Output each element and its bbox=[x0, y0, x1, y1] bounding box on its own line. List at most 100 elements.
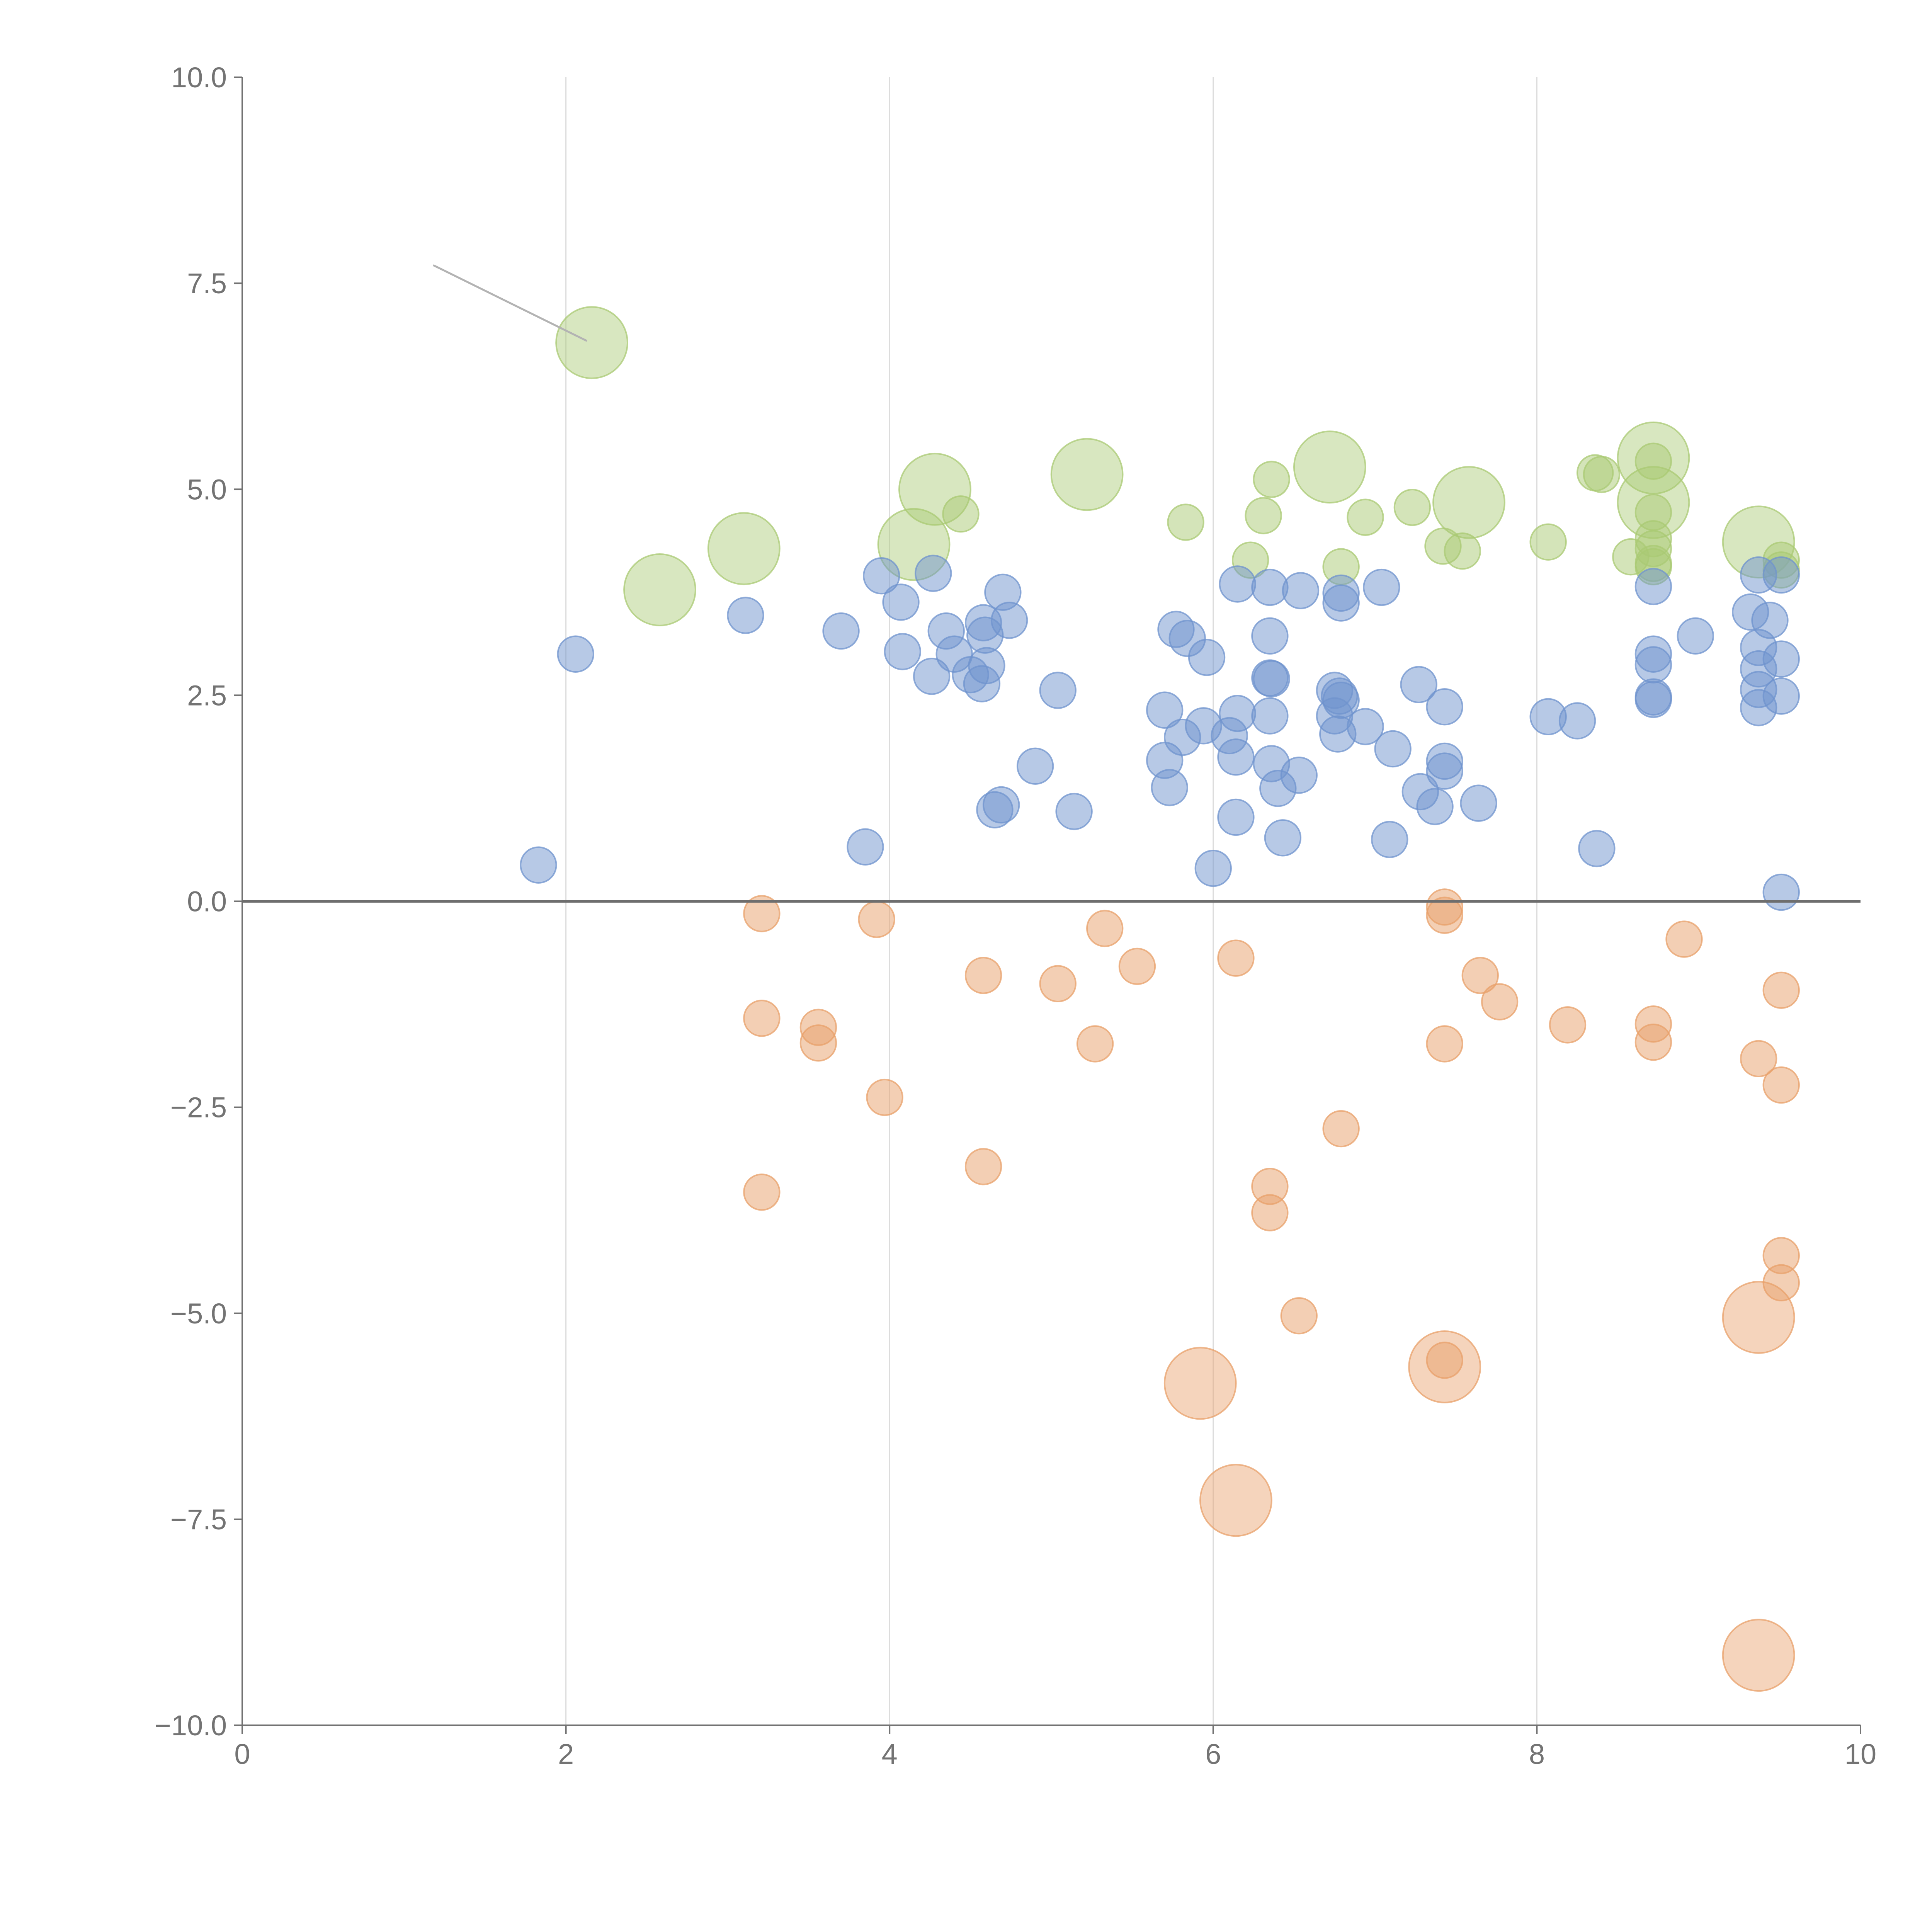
data-point-blue bbox=[822, 612, 860, 650]
data-point-blue bbox=[1217, 798, 1255, 836]
data-point-orange bbox=[1722, 1619, 1795, 1692]
data-point-blue bbox=[1264, 819, 1302, 857]
y-tick-label: 0.0 bbox=[187, 886, 227, 918]
data-point-orange bbox=[1280, 1297, 1318, 1335]
x-tick-label: 8 bbox=[1529, 1738, 1545, 1770]
data-point-blue bbox=[727, 597, 764, 634]
y-tick-label: −2.5 bbox=[170, 1092, 227, 1124]
data-point-blue bbox=[1762, 873, 1800, 911]
data-point-orange bbox=[1086, 910, 1124, 947]
data-point-orange bbox=[1481, 983, 1519, 1020]
data-point-green bbox=[707, 512, 781, 585]
y-tick-label: 5.0 bbox=[187, 473, 227, 505]
data-point-orange bbox=[743, 895, 781, 932]
data-point-orange bbox=[964, 1148, 1002, 1185]
data-point-green bbox=[1432, 466, 1505, 539]
data-point-blue bbox=[968, 647, 1005, 684]
y-tick-label: 10.0 bbox=[171, 61, 227, 94]
data-point-green bbox=[1393, 488, 1431, 526]
y-tick-label: −7.5 bbox=[170, 1503, 227, 1536]
data-point-orange bbox=[1217, 939, 1255, 977]
data-point-blue bbox=[982, 786, 1020, 824]
data-point-green bbox=[1253, 461, 1290, 498]
data-point-blue bbox=[1677, 617, 1714, 655]
x-tick-label: 2 bbox=[558, 1738, 574, 1770]
data-point-blue bbox=[884, 633, 921, 670]
data-point-blue bbox=[1363, 568, 1400, 606]
data-point-orange bbox=[1076, 1025, 1114, 1063]
data-point-blue bbox=[1762, 677, 1800, 715]
data-point-blue bbox=[1578, 830, 1616, 867]
data-point-blue bbox=[1371, 821, 1408, 858]
data-point-blue bbox=[1194, 850, 1232, 887]
data-point-orange bbox=[1461, 957, 1499, 994]
data-point-orange bbox=[1549, 1006, 1587, 1044]
annotation-leader-line bbox=[433, 264, 588, 342]
data-point-blue bbox=[1251, 697, 1289, 735]
data-point-blue bbox=[1374, 730, 1412, 768]
data-point-green bbox=[1529, 523, 1567, 561]
data-point-blue bbox=[1151, 769, 1188, 806]
data-point-orange bbox=[1199, 1464, 1272, 1537]
data-point-blue bbox=[1762, 556, 1800, 594]
data-point-orange bbox=[1039, 965, 1077, 1002]
axes: 0 2 4 6 8 10 −10.0 −7.5 −5.0 −2.5 0.0 2.5 5.0 7.5 10.0 bbox=[155, 61, 1876, 1770]
data-point-orange bbox=[858, 901, 895, 938]
data-point-orange bbox=[1118, 947, 1156, 985]
data-point-blue bbox=[915, 554, 952, 592]
data-point-blue bbox=[1416, 788, 1454, 825]
y-tick-label: −10.0 bbox=[155, 1709, 227, 1742]
data-point-blue bbox=[1253, 660, 1290, 697]
data-point-blue bbox=[1280, 757, 1318, 794]
data-point-blue bbox=[1347, 708, 1384, 745]
data-point-green bbox=[1347, 498, 1384, 536]
data-point-orange bbox=[964, 957, 1002, 994]
data-point-green bbox=[555, 306, 629, 379]
data-point-blue bbox=[1282, 572, 1320, 609]
data-point-blue bbox=[1322, 681, 1360, 719]
data-point-blue bbox=[990, 602, 1028, 639]
overlays bbox=[242, 264, 1861, 903]
data-point-green bbox=[1167, 503, 1204, 541]
data-point-blue bbox=[1039, 672, 1077, 709]
data-point-orange bbox=[743, 1000, 781, 1037]
data-point-orange bbox=[1408, 1330, 1481, 1403]
data-point-orange bbox=[1665, 920, 1703, 958]
x-tick-label: 0 bbox=[234, 1738, 250, 1770]
data-point-blue bbox=[1400, 666, 1437, 703]
data-point-blue bbox=[1188, 639, 1226, 676]
data-point-orange bbox=[1634, 1023, 1672, 1061]
data-point-orange bbox=[1163, 1347, 1237, 1420]
data-point-blue bbox=[1219, 695, 1256, 732]
data-point-green bbox=[1444, 532, 1481, 570]
data-point-blue bbox=[520, 846, 557, 884]
data-point-blue bbox=[1217, 738, 1255, 776]
y-tick-label: 2.5 bbox=[187, 679, 227, 711]
data-point-orange bbox=[1426, 1025, 1463, 1063]
data-point-orange bbox=[743, 1173, 781, 1211]
data-point-blue bbox=[1219, 565, 1256, 603]
data-point-blue bbox=[1762, 640, 1800, 678]
data-point-green bbox=[1293, 430, 1366, 504]
data-point-orange bbox=[1426, 896, 1463, 934]
data-point-orange bbox=[1322, 1110, 1360, 1148]
data-point-blue bbox=[847, 828, 884, 866]
data-point-blue bbox=[1016, 747, 1054, 785]
data-point-blue bbox=[557, 635, 594, 673]
y-tick-label: 7.5 bbox=[187, 267, 227, 299]
data-point-blue bbox=[1634, 646, 1672, 684]
data-point-blue bbox=[1146, 691, 1184, 729]
data-point-orange bbox=[799, 1024, 837, 1062]
data-point-green bbox=[623, 553, 696, 626]
data-point-orange bbox=[1762, 971, 1800, 1009]
data-point-blue bbox=[882, 583, 920, 621]
data-point-blue bbox=[1251, 617, 1289, 655]
data-point-green bbox=[1583, 456, 1621, 493]
data-point-green bbox=[1634, 442, 1672, 480]
y-tick-label: −5.0 bbox=[170, 1298, 227, 1330]
data-point-orange bbox=[1426, 1342, 1463, 1379]
data-point-blue bbox=[1426, 688, 1463, 726]
data-point-orange bbox=[1762, 1066, 1800, 1104]
